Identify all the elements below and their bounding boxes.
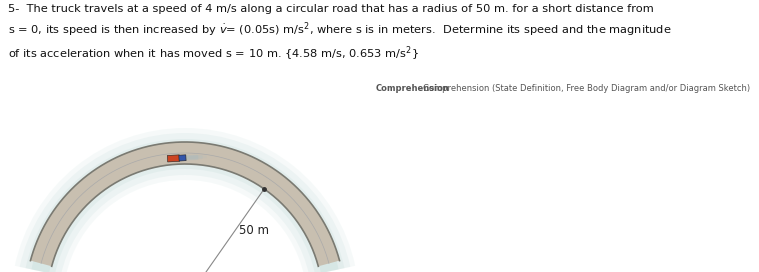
Wedge shape — [30, 142, 339, 266]
Text: Comprehension (State Definition, Free Body Diagram and/or Diagram Sketch): Comprehension (State Definition, Free Bo… — [423, 84, 750, 92]
Wedge shape — [26, 139, 345, 272]
Wedge shape — [31, 145, 339, 272]
Wedge shape — [20, 133, 351, 272]
Text: 50 m: 50 m — [240, 224, 269, 237]
Text: Comprehension: Comprehension — [376, 84, 450, 92]
Text: 5-  The truck travels at a speed of 4 m/s along a circular road that has a radiu: 5- The truck travels at a speed of 4 m/s… — [8, 4, 672, 63]
Polygon shape — [179, 155, 186, 161]
Polygon shape — [167, 155, 180, 162]
Wedge shape — [15, 128, 355, 272]
